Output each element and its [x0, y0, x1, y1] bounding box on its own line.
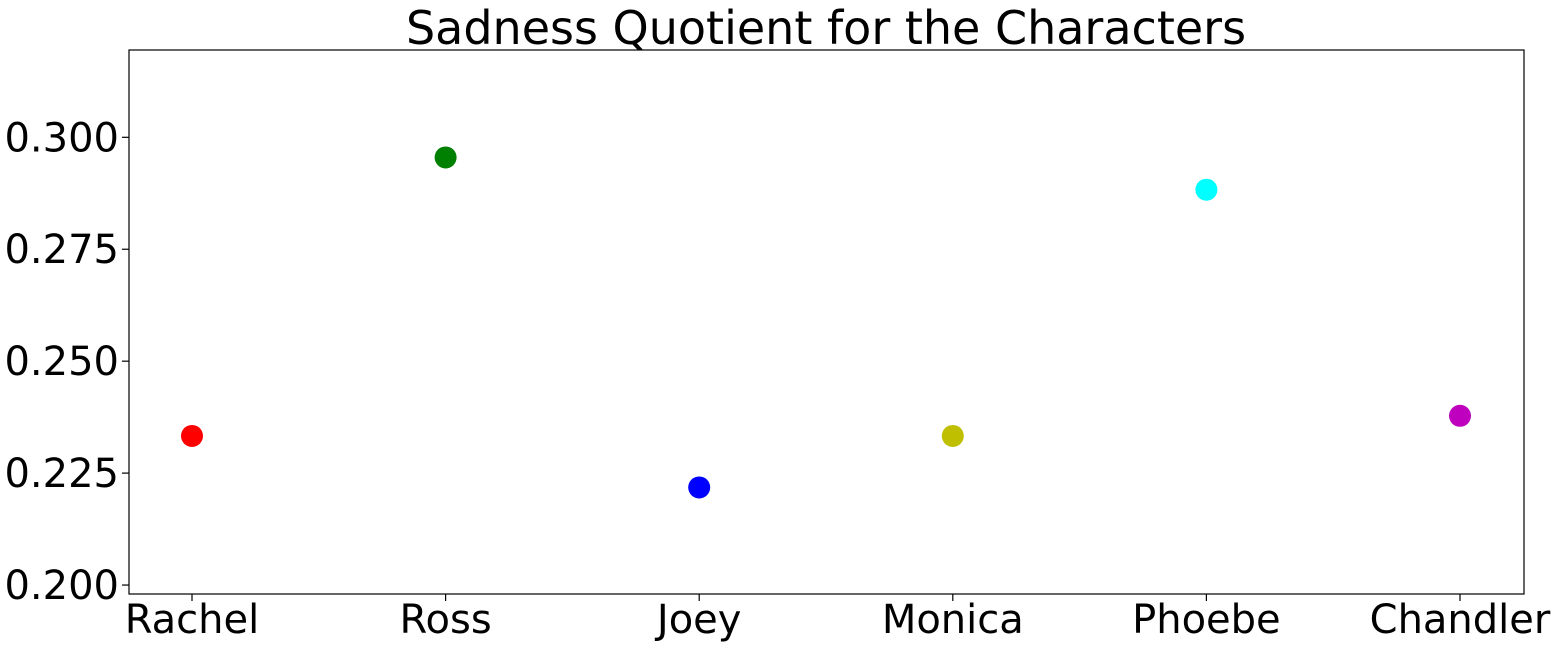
y-tick-label: 0.225 [4, 451, 119, 497]
x-tick-label-chandler: Chandler [1370, 597, 1551, 643]
y-tick-label: 0.300 [4, 115, 119, 161]
x-tick-label-phoebe: Phoebe [1132, 597, 1281, 643]
data-point-ross [434, 146, 457, 169]
chart-title: Sadness Quotient for the Characters [406, 1, 1246, 55]
x-tick-label-monica: Monica [882, 597, 1024, 643]
data-point-rachel [181, 424, 203, 447]
plot-area [128, 49, 1525, 595]
data-points [181, 146, 1471, 499]
y-tick-label: 0.275 [4, 227, 119, 273]
data-point-monica [941, 424, 964, 447]
x-tick-label-rachel: Rachel [125, 597, 260, 643]
y-tick-label: 0.200 [4, 563, 119, 609]
y-axis: 0.200 0.225 0.250 0.275 0.300 [4, 115, 129, 609]
data-point-joey [688, 476, 711, 499]
x-axis: Rachel Ross Joey Monica Phoebe Chandler [125, 594, 1551, 643]
y-tick-label: 0.250 [4, 339, 119, 385]
data-point-chandler [1449, 404, 1471, 427]
x-tick-label-joey: Joey [654, 597, 742, 643]
x-tick-label-ross: Ross [400, 597, 492, 643]
data-point-phoebe [1195, 178, 1218, 201]
